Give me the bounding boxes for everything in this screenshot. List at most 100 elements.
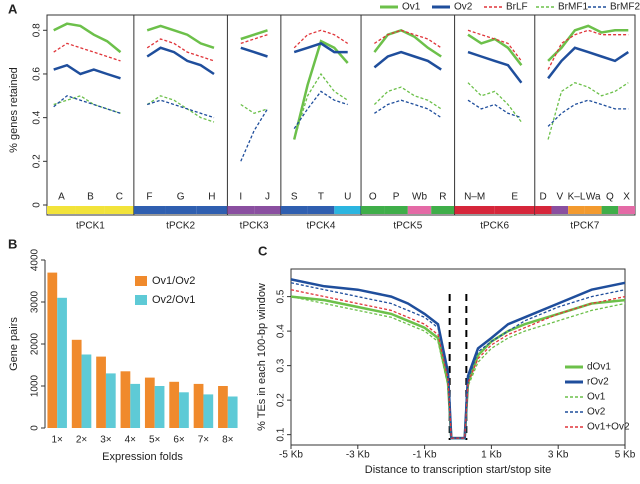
legend-label: Ov1 [587,392,606,403]
block [534,206,552,214]
block [601,206,619,214]
legend-label: Ov1/Ov2 [152,275,195,287]
x-tick-label: 7× [198,435,210,446]
block-label: H [208,192,215,203]
chromosome-label: tPCK5 [393,221,422,232]
chromosome-label: tPCK6 [480,221,509,232]
block-label: F [146,192,152,203]
block [196,206,228,214]
y-tick-label: 0.3 [276,358,287,372]
block-label: J [265,192,270,203]
x-tick-label: 3× [100,435,112,446]
x-axis-title: Distance to transcription start/stop sit… [365,464,551,476]
y-axis-title: % genes retained [8,67,20,153]
block-label: E [511,192,518,203]
block-label: X [623,192,630,203]
block-label: V [556,192,563,203]
bar [203,394,214,428]
x-tick-label: -3 Kb [346,450,370,461]
x-tick-label: 5 Kb [615,450,636,461]
legend-label: Ov2 [587,407,606,418]
block [334,206,362,214]
y-tick-label: 0 [32,202,43,208]
bar [144,377,155,428]
bar [130,383,141,428]
x-tick-label: 1× [51,435,63,446]
legend-swatch [135,295,147,305]
block [431,206,455,214]
x-tick-label: -1 Kb [413,450,437,461]
chromosome-label: tPCK1 [76,221,105,232]
y-tick-label: 0.8 [32,23,43,37]
block-label: Wb [412,192,427,203]
bar [81,354,92,428]
chromosome-label: tPCK3 [240,221,269,232]
block-label: T [318,192,324,203]
bar [47,272,58,428]
chromosome-label: tPCK4 [307,221,336,232]
chromosome-label: tPCK2 [166,221,195,232]
x-tick-label: 6× [173,435,185,446]
block-label: G [177,192,185,203]
y-tick-label: 0.2 [32,154,43,168]
legend-label: BrLF [506,2,528,13]
block [618,206,635,214]
series-line [290,289,626,439]
block [75,206,105,214]
bar [218,386,228,428]
bar [193,383,204,428]
x-tick-label: 5× [149,435,161,446]
series-line [53,72,629,140]
block-label: A [58,192,65,203]
y-tick-label: 0 [30,425,41,431]
block-label: B [87,192,94,203]
y-tick-label: 0.6 [32,67,43,81]
legend-label: dOv1 [587,362,611,373]
block-label: I [239,192,242,203]
panel-label: A [8,1,18,16]
bar [120,371,131,428]
x-tick-label: 8× [222,435,234,446]
legend-swatch [135,276,147,286]
legend-label: rOv2 [587,377,609,388]
y-tick-label: 0.4 [276,324,287,338]
block [584,206,602,214]
series-line [53,90,629,162]
x-tick-label: 3 Kb [548,450,569,461]
y-tick-label: 4000 [30,248,41,271]
legend-label: Ov2 [454,2,473,13]
block [494,206,535,214]
panel-label: C [258,243,268,258]
block [551,206,569,214]
x-tick-label: 1 Kb [481,450,502,461]
legend-label: BrMF2 [610,2,640,13]
block [361,206,385,214]
block [384,206,408,214]
y-tick-label: 3000 [30,290,41,313]
y-axis-title: Gene pairs [8,317,20,371]
bar [169,381,180,428]
bar [179,392,189,428]
bar [57,297,67,428]
series-line [53,42,629,84]
series-line [53,29,629,70]
block-label: U [344,192,351,203]
block-label: Q [606,192,614,203]
block [254,206,281,214]
block-label: P [393,192,400,203]
bar [227,396,238,428]
bar [154,386,165,428]
block-label: O [369,192,377,203]
legend-label: Ov1 [402,2,421,13]
x-tick-label: -5 Kb [279,450,303,461]
y-tick-label: 0.4 [32,110,43,124]
x-tick-label: 4× [125,435,137,446]
x-tick-label: 2× [76,435,88,446]
block [280,206,308,214]
block-label: K–L [568,192,586,203]
y-axis-title: % TEs in each 100-bp window [256,283,268,431]
series-line [290,295,626,439]
block-label: C [116,192,123,203]
bar [96,356,106,428]
